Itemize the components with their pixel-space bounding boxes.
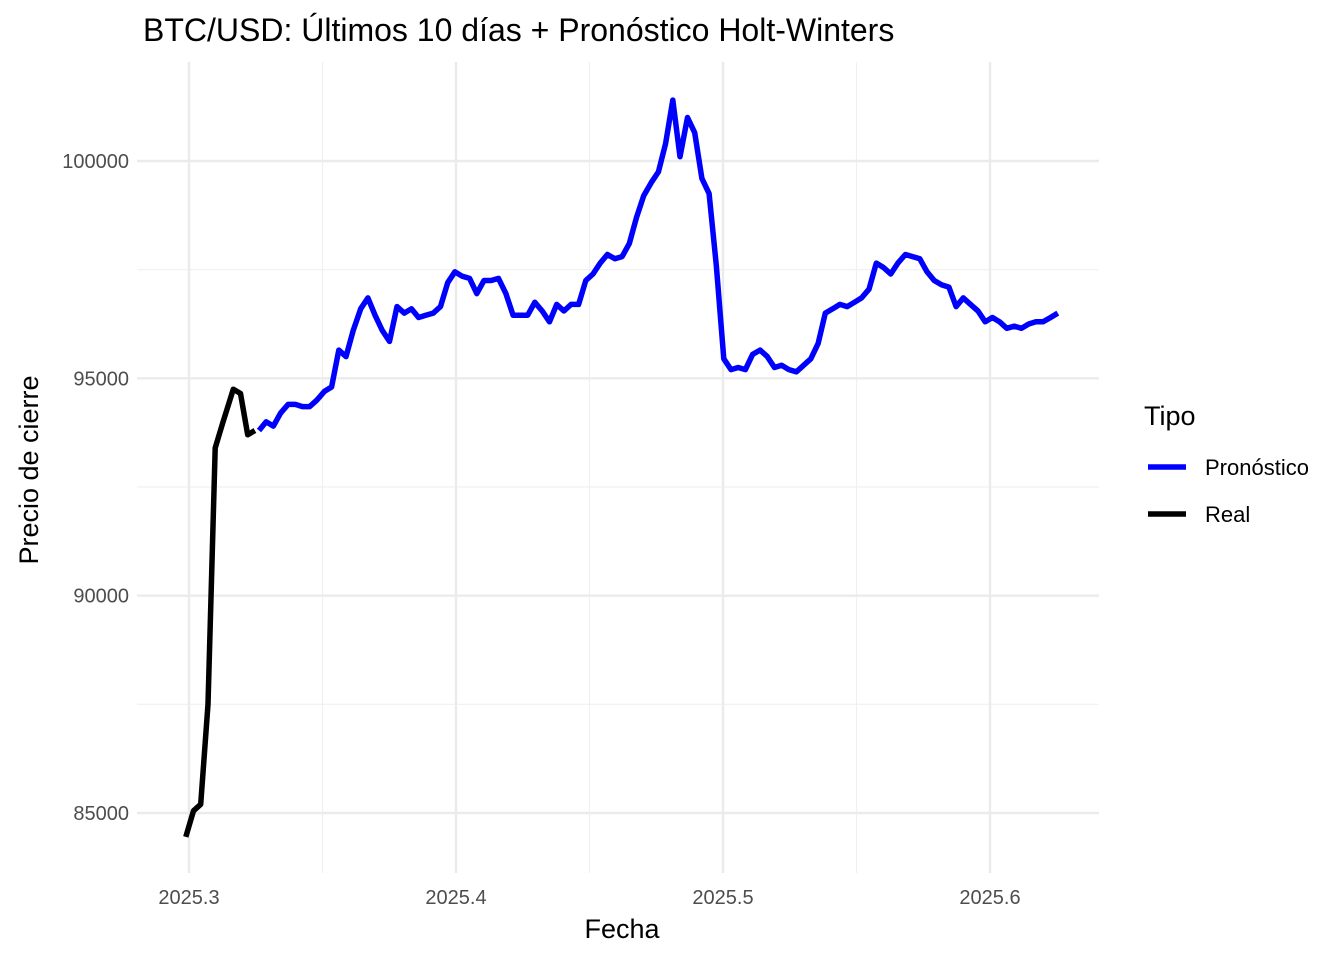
grid-minor	[137, 62, 1099, 873]
x-tick-label: 2025.3	[158, 887, 219, 909]
y-tick-label: 90000	[73, 586, 129, 608]
legend: Tipo Pronóstico Real	[1144, 401, 1309, 527]
grid-major	[137, 62, 1099, 873]
x-axis-label: Fecha	[584, 914, 660, 944]
y-tick-label: 100000	[62, 151, 129, 173]
x-tick-label: 2025.4	[425, 887, 486, 909]
legend-label-real: Real	[1205, 502, 1250, 527]
y-tick-label: 95000	[73, 368, 129, 390]
x-axis-ticks: 2025.3 2025.4 2025.5 2025.6	[158, 887, 1020, 909]
legend-title: Tipo	[1144, 401, 1196, 431]
series-layer	[183, 97, 1060, 838]
y-axis-ticks: 85000 90000 95000 100000	[62, 151, 129, 825]
legend-label-pronostico: Pronóstico	[1205, 455, 1309, 480]
x-tick-label: 2025.5	[692, 887, 753, 909]
series-line-pronostico	[256, 97, 1060, 433]
series-line-real	[183, 386, 257, 838]
chart-title: BTC/USD: Últimos 10 días + Pronóstico Ho…	[143, 12, 894, 48]
y-tick-label: 85000	[73, 803, 129, 825]
x-tick-label: 2025.6	[959, 887, 1020, 909]
y-axis-label: Precio de cierre	[14, 375, 44, 564]
